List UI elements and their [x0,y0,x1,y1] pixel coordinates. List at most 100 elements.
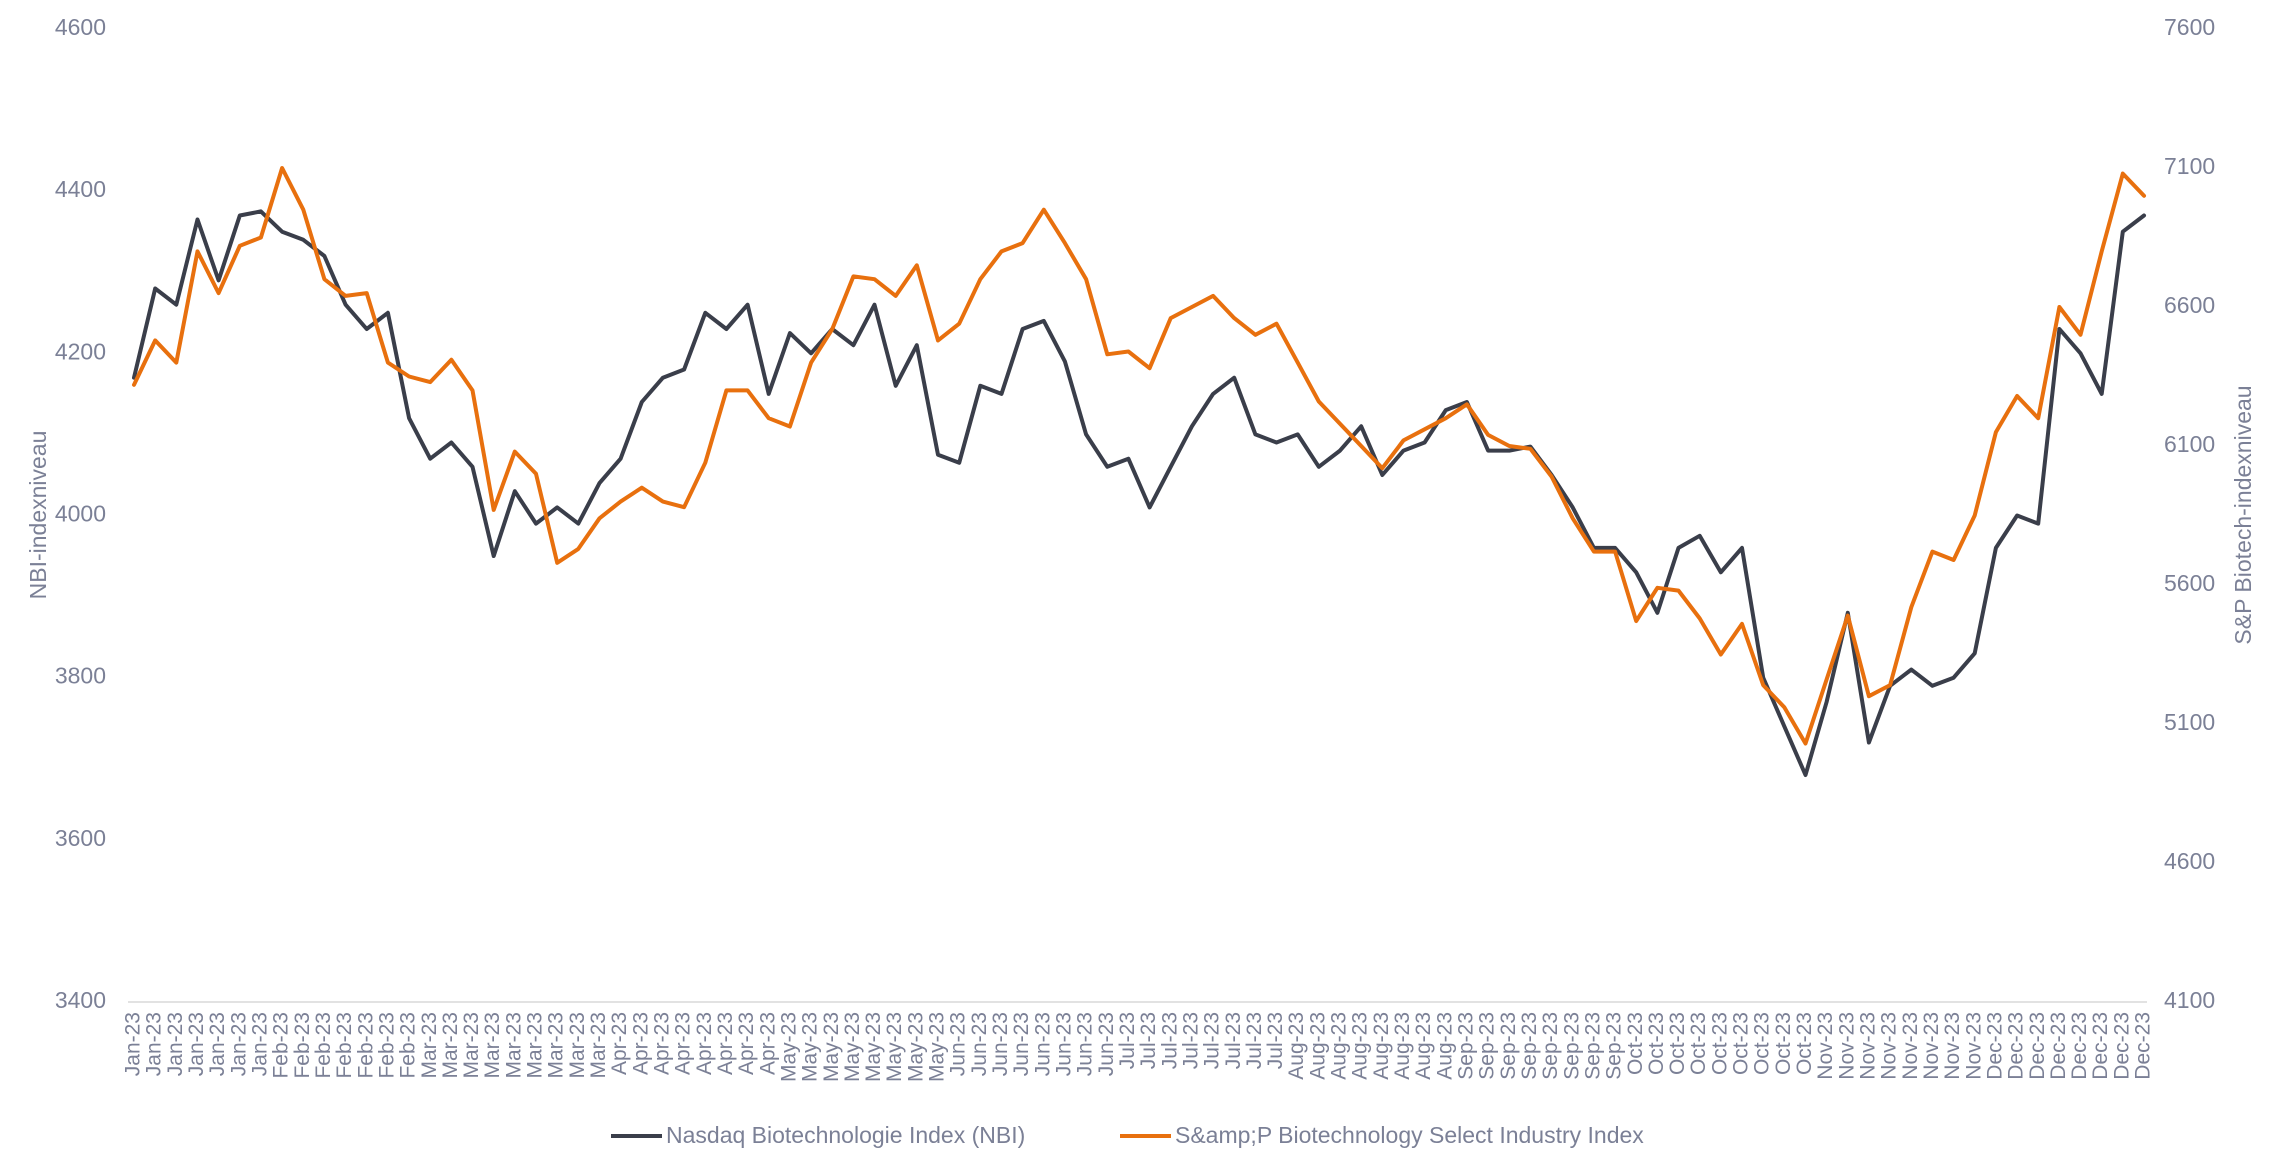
x-tick-label: Apr-23 [672,1012,695,1075]
x-tick-label: Nov-23 [1920,1012,1943,1080]
x-tick-label: Dec-23 [2068,1012,2091,1080]
x-tick-label: Jul-23 [1116,1012,1139,1069]
x-tick-label: Oct-23 [1793,1012,1816,1075]
x-tick-label: May-23 [862,1012,885,1082]
y2-tick-label: 4600 [2164,848,2215,874]
x-tick-label: Jun-23 [947,1012,970,1076]
x-tick-label: Oct-23 [1624,1012,1647,1075]
y2-tick-label: 6600 [2164,292,2215,318]
x-tick-label: Dec-23 [2132,1012,2155,1080]
y-tick-label: 4000 [55,501,106,527]
x-tick-label: May-23 [820,1012,843,1082]
x-tick-label: Dec-23 [2089,1012,2112,1080]
x-tick-label: Nov-23 [1899,1012,1922,1080]
y-axis-title: NBI-indexniveau [25,431,51,600]
x-tick-label: Apr-23 [693,1012,716,1075]
x-tick-label: Jan-23 [143,1012,166,1076]
x-tick-label: Dec-23 [2110,1012,2133,1080]
y-tick-label: 4600 [55,14,106,40]
x-tick-label: May-23 [777,1012,800,1082]
x-tick-label: Jul-23 [1222,1012,1245,1069]
x-tick-label: Jul-23 [1137,1012,1160,1069]
x-tick-label: Aug-23 [1306,1012,1329,1080]
x-tick-label: Jan-23 [206,1012,229,1076]
x-tick-label: Jan-23 [185,1012,208,1076]
x-tick-label: Sep-23 [1603,1012,1626,1080]
y-tick-label: 3400 [55,987,106,1013]
x-tick-label: Sep-23 [1476,1012,1499,1080]
x-tick-label: Feb-23 [397,1012,420,1079]
x-tick-label: Sep-23 [1454,1012,1477,1080]
x-tick-label: Jun-23 [1074,1012,1097,1076]
x-tick-label: Aug-23 [1349,1012,1372,1080]
x-tick-label: Apr-23 [756,1012,779,1075]
x-tick-label: Apr-23 [608,1012,631,1075]
x-tick-label: Aug-23 [1433,1012,1456,1080]
x-tick-label: Jul-23 [1264,1012,1287,1069]
y2-tick-label: 6100 [2164,431,2215,457]
x-tick-label: Nov-23 [1962,1012,1985,1080]
x-tick-label: Aug-23 [1370,1012,1393,1080]
x-tick-label: Sep-23 [1497,1012,1520,1080]
y-tick-label: 3600 [55,825,106,851]
y2-tick-label: 5600 [2164,570,2215,596]
x-tick-label: May-23 [883,1012,906,1082]
y2-tick-label: 7600 [2164,14,2215,40]
x-tick-label: Mar-23 [502,1012,525,1079]
x-tick-label: Nov-23 [1835,1012,1858,1080]
x-tick-label: Jan-23 [164,1012,187,1076]
x-tick-label: Aug-23 [1328,1012,1351,1080]
x-tick-label: Feb-23 [333,1012,356,1079]
x-tick-label: Feb-23 [354,1012,377,1079]
x-tick-label: Nov-23 [1941,1012,1964,1080]
x-tick-label: Apr-23 [735,1012,758,1075]
x-tick-label: Oct-23 [1666,1012,1689,1075]
x-tick-label: May-23 [799,1012,822,1082]
x-tick-label: Sep-23 [1560,1012,1583,1080]
x-tick-label: Mar-23 [566,1012,589,1079]
y2-tick-label: 4100 [2164,987,2215,1013]
x-tick-label: Oct-23 [1730,1012,1753,1075]
x-tick-label: Jun-23 [1031,1012,1054,1076]
x-tick-label: Feb-23 [270,1012,293,1079]
x-tick-label: Apr-23 [714,1012,737,1075]
x-tick-label: Oct-23 [1708,1012,1731,1075]
legend-label: S&amp;P Biotechnology Select Industry In… [1175,1122,1644,1148]
y-tick-label: 4400 [55,176,106,202]
x-tick-label: Aug-23 [1412,1012,1435,1080]
x-tick-label: Jun-23 [1010,1012,1033,1076]
y-tick-label: 3800 [55,663,106,689]
x-tick-label: Nov-23 [1814,1012,1837,1080]
legend-label: Nasdaq Biotechnologie Index (NBI) [666,1122,1025,1148]
x-tick-label: Mar-23 [524,1012,547,1079]
x-tick-label: Mar-23 [481,1012,504,1079]
x-tick-label: May-23 [926,1012,949,1082]
x-tick-label: Jul-23 [1243,1012,1266,1069]
x-tick-label: Feb-23 [312,1012,335,1079]
x-tick-label: Apr-23 [629,1012,652,1075]
x-tick-label: Apr-23 [650,1012,673,1075]
y-tick-label: 4200 [55,338,106,364]
x-tick-label: Oct-23 [1751,1012,1774,1075]
x-tick-label: Mar-23 [439,1012,462,1079]
x-tick-label: Jul-23 [1201,1012,1224,1069]
x-tick-label: May-23 [841,1012,864,1082]
x-tick-label: Oct-23 [1772,1012,1795,1075]
x-tick-label: Sep-23 [1518,1012,1541,1080]
x-tick-label: Jan-23 [227,1012,250,1076]
x-tick-label: May-23 [904,1012,927,1082]
x-tick-label: Sep-23 [1581,1012,1604,1080]
y2-tick-label: 5100 [2164,709,2215,735]
x-tick-label: Jun-23 [989,1012,1012,1076]
y2-axis-title: S&P Biotech-indexniveau [2230,385,2256,644]
x-tick-label: Mar-23 [418,1012,441,1079]
x-tick-label: Feb-23 [291,1012,314,1079]
x-tick-label: Dec-23 [1983,1012,2006,1080]
x-tick-label: Jan-23 [122,1012,145,1076]
x-tick-label: Jun-23 [1095,1012,1118,1076]
y2-tick-label: 7100 [2164,153,2215,179]
x-tick-label: Dec-23 [2026,1012,2049,1080]
x-tick-label: Aug-23 [1285,1012,1308,1080]
x-tick-label: Aug-23 [1391,1012,1414,1080]
